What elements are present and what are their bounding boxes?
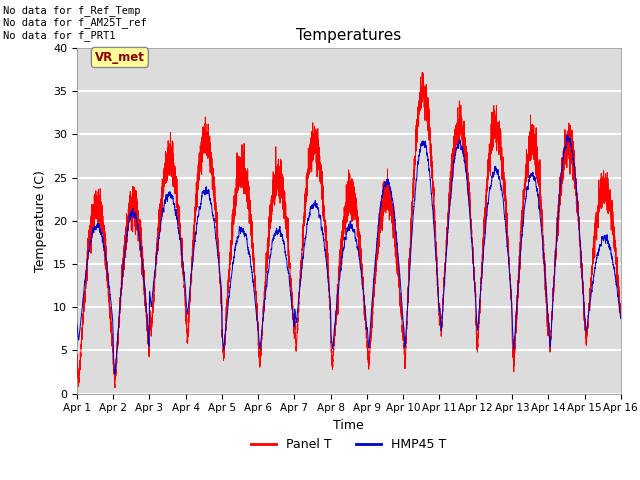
X-axis label: Time: Time xyxy=(333,419,364,432)
Y-axis label: Temperature (C): Temperature (C) xyxy=(35,170,47,272)
Legend: Panel T, HMP45 T: Panel T, HMP45 T xyxy=(246,433,452,456)
Title: Temperatures: Temperatures xyxy=(296,28,401,43)
Text: VR_met: VR_met xyxy=(95,51,145,64)
Text: No data for f_Ref_Temp
No data for f_AM25T_ref
No data for f_PRT1: No data for f_Ref_Temp No data for f_AM2… xyxy=(3,5,147,41)
